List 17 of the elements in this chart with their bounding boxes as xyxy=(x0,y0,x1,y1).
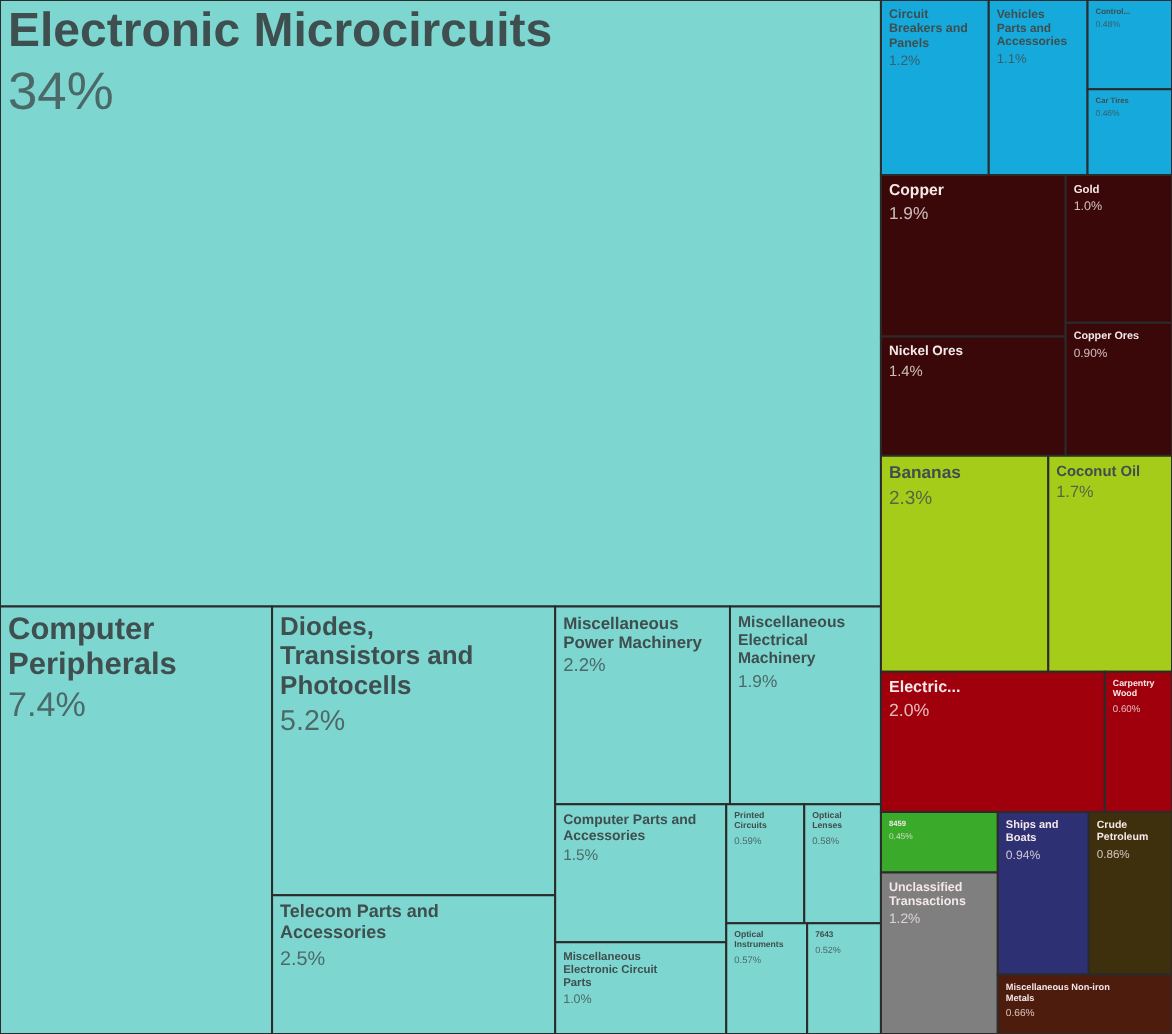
data-label: 7.4% xyxy=(8,685,86,724)
category-label: Bananas xyxy=(888,461,962,482)
category-label: Telecom Parts and Accessories xyxy=(280,901,439,942)
data-label: 2.5% xyxy=(280,948,326,971)
data-label: 2.2% xyxy=(563,655,606,676)
data-label: 1.9% xyxy=(737,670,778,691)
data-label: 34% xyxy=(8,61,114,122)
data-label: 2.0% xyxy=(888,700,930,721)
data-label: 5.2% xyxy=(280,706,346,739)
category-label: Electric... xyxy=(888,677,961,696)
category-label: Miscellaneous Power Machinery xyxy=(563,612,703,652)
data-label: 1.7% xyxy=(1056,482,1094,501)
category-label: Computer Peripherals xyxy=(8,612,177,683)
category-label: Electronic Microcircuits xyxy=(8,4,553,58)
category-label: Diodes, Transistors and Photocells xyxy=(280,610,474,701)
data-label: 2.3% xyxy=(888,487,934,510)
data-label: 1.9% xyxy=(888,203,929,224)
